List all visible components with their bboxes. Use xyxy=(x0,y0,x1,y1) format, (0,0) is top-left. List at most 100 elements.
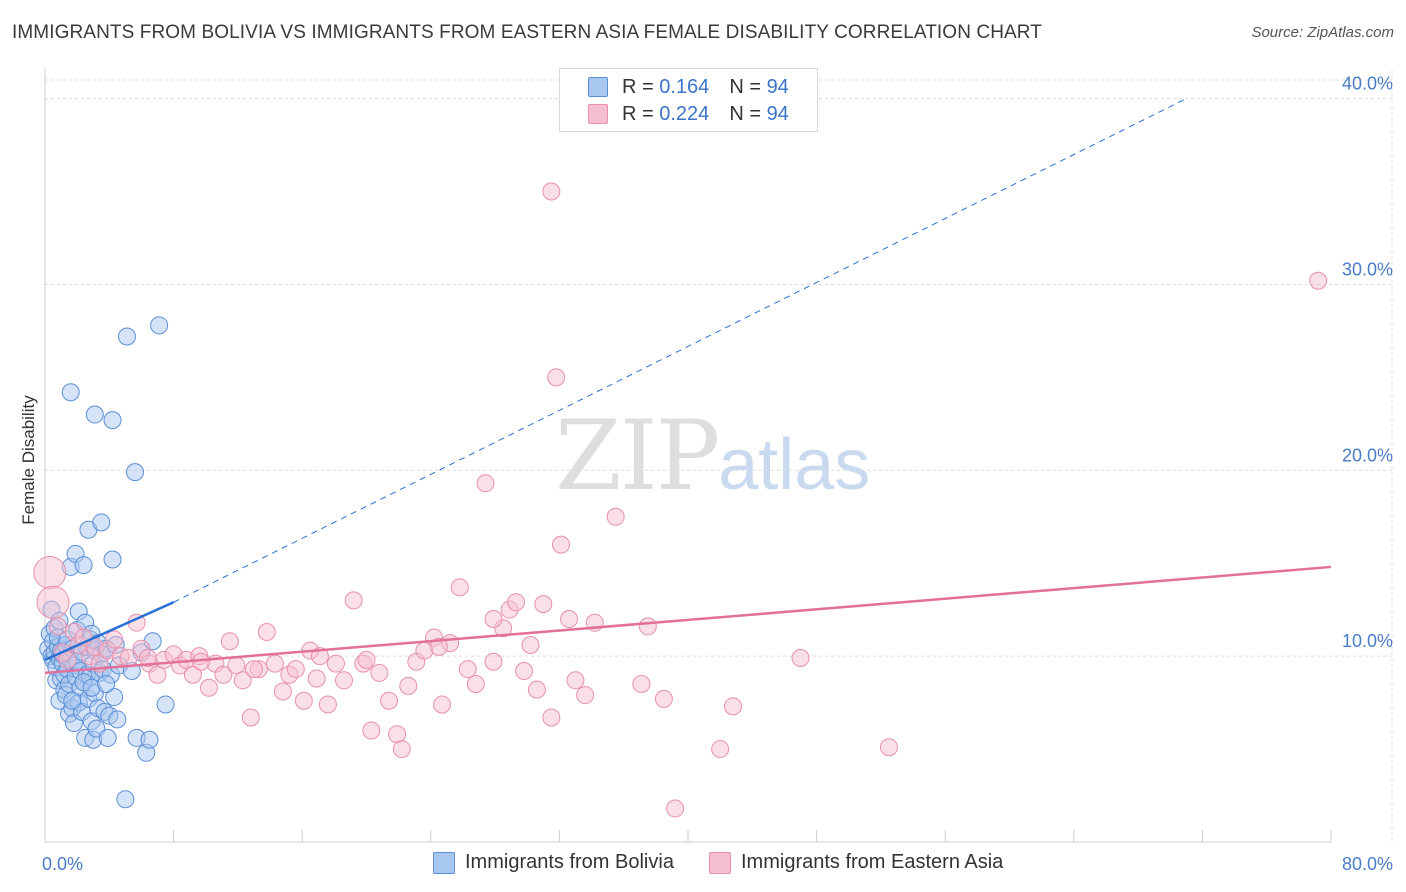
legend-item-eastern-asia: Immigrants from Eastern Asia xyxy=(709,851,1003,874)
legend-row-eastern-asia: R = 0.224 N = 94 xyxy=(588,100,789,128)
bolivia-point xyxy=(103,550,122,569)
bolivia-point xyxy=(105,688,124,707)
watermark-atlas: atlas xyxy=(718,425,871,505)
eastern-asia-point xyxy=(666,799,685,818)
axes xyxy=(44,68,1332,843)
eastern-asia-point xyxy=(484,652,503,671)
bolivia-point xyxy=(140,730,159,749)
bolivia-point xyxy=(103,411,122,430)
bolivia-point xyxy=(150,316,169,335)
eastern-asia-point xyxy=(632,675,651,694)
eastern-asia-point xyxy=(560,609,579,628)
bolivia-point xyxy=(85,405,104,424)
chart-title: IMMIGRANTS FROM BOLIVIA VS IMMIGRANTS FR… xyxy=(12,22,1042,43)
eastern-asia-point xyxy=(392,740,411,759)
bolivia-point xyxy=(74,556,93,575)
eastern-asia-point xyxy=(606,507,625,526)
legend-n-value: 94 xyxy=(766,75,789,98)
legend-r-value: 0.164 xyxy=(659,75,710,98)
eastern-asia-point xyxy=(214,665,233,684)
eastern-asia-point xyxy=(506,593,525,612)
y-tick-label: 30.0% xyxy=(1342,259,1393,279)
eastern-asia-point xyxy=(552,535,571,554)
legend-r-value: 0.224 xyxy=(659,102,710,125)
eastern-asia-point xyxy=(241,708,260,727)
eastern-asia-point xyxy=(265,654,284,673)
bolivia-point xyxy=(117,327,136,346)
legend-label-eastern-asia: Immigrants from Eastern Asia xyxy=(741,851,1004,873)
eastern-asia-point xyxy=(476,474,495,493)
eastern-asia-point xyxy=(547,368,566,387)
eastern-asia-point xyxy=(370,663,389,682)
eastern-asia-point xyxy=(380,691,399,710)
eastern-asia-point xyxy=(318,695,337,714)
eastern-asia-point xyxy=(257,622,276,641)
watermark: ZIPatlas xyxy=(555,400,870,512)
eastern-asia-point xyxy=(450,578,469,597)
eastern-asia-point xyxy=(357,650,376,669)
x-tick-label-min: 0.0% xyxy=(42,854,83,874)
eastern-asia-point xyxy=(233,671,252,690)
bolivia-point xyxy=(92,513,111,532)
bolivia-point xyxy=(98,728,117,747)
bolivia-swatch xyxy=(588,77,608,97)
bolivia-point xyxy=(156,695,175,714)
bolivia-trend-line xyxy=(44,601,175,662)
eastern-asia-point xyxy=(466,675,485,694)
bolivia-point xyxy=(97,675,116,694)
grid-lines xyxy=(45,70,1393,842)
eastern-asia-point xyxy=(399,676,418,695)
eastern-asia-point xyxy=(48,617,67,636)
legend-n-value: 94 xyxy=(766,102,789,125)
eastern-asia-point xyxy=(638,617,657,636)
correlation-legend: R = 0.164 N = 94 R = 0.224 N = 94 xyxy=(559,68,818,132)
eastern-asia-points xyxy=(33,182,1328,818)
axis-labels: 10.0% 20.0% 30.0% 40.0% 0.0% 80.0% Female Disa… xyxy=(19,74,1393,874)
eastern-asia-point xyxy=(36,585,70,619)
eastern-asia-point xyxy=(199,678,218,697)
eastern-asia-point xyxy=(220,632,239,651)
bolivia-point xyxy=(61,383,80,402)
eastern-asia-point xyxy=(183,665,202,684)
eastern-asia-point xyxy=(724,697,743,716)
eastern-asia-point xyxy=(515,662,534,681)
eastern-asia-point xyxy=(542,182,561,201)
legend-label-bolivia: Immigrants from Bolivia xyxy=(465,851,674,873)
eastern-asia-point xyxy=(433,695,452,714)
eastern-asia-point xyxy=(326,654,345,673)
source-label: Source: ZipAtlas.com xyxy=(1251,24,1394,41)
bolivia-point xyxy=(126,463,145,482)
bolivia-point xyxy=(116,790,135,809)
trend-lines xyxy=(44,98,1332,675)
bolivia-point xyxy=(108,710,127,729)
eastern-asia-swatch xyxy=(588,104,608,124)
bolivia-swatch xyxy=(433,851,455,874)
eastern-asia-point xyxy=(791,649,810,668)
eastern-asia-trend-line xyxy=(44,565,1332,675)
eastern-asia-point xyxy=(33,556,67,590)
eastern-asia-point xyxy=(244,660,263,679)
eastern-asia-point xyxy=(879,738,898,757)
eastern-asia-point xyxy=(148,665,167,684)
y-tick-label: 20.0% xyxy=(1342,445,1393,465)
eastern-asia-point xyxy=(310,647,329,666)
legend-row-bolivia: R = 0.164 N = 94 xyxy=(588,73,789,101)
eastern-asia-point xyxy=(344,591,363,610)
x-tick-label-max: 80.0% xyxy=(1342,854,1393,874)
legend-n-label: N = xyxy=(729,75,761,98)
watermark-zip: ZIP xyxy=(555,400,720,512)
eastern-asia-point xyxy=(307,669,326,688)
series-legend: Immigrants from Bolivia Immigrants from … xyxy=(0,851,1406,879)
eastern-asia-point xyxy=(105,630,124,649)
eastern-asia-point xyxy=(362,721,381,740)
eastern-asia-point xyxy=(458,660,477,679)
eastern-asia-point xyxy=(484,609,503,628)
eastern-asia-point xyxy=(711,740,730,759)
y-tick-label: 40.0% xyxy=(1342,74,1393,94)
eastern-asia-point xyxy=(566,671,585,690)
y-tick-label: 10.0% xyxy=(1342,631,1393,651)
eastern-asia-point xyxy=(534,595,553,614)
bolivia-point xyxy=(63,691,82,710)
eastern-asia-point xyxy=(286,660,305,679)
